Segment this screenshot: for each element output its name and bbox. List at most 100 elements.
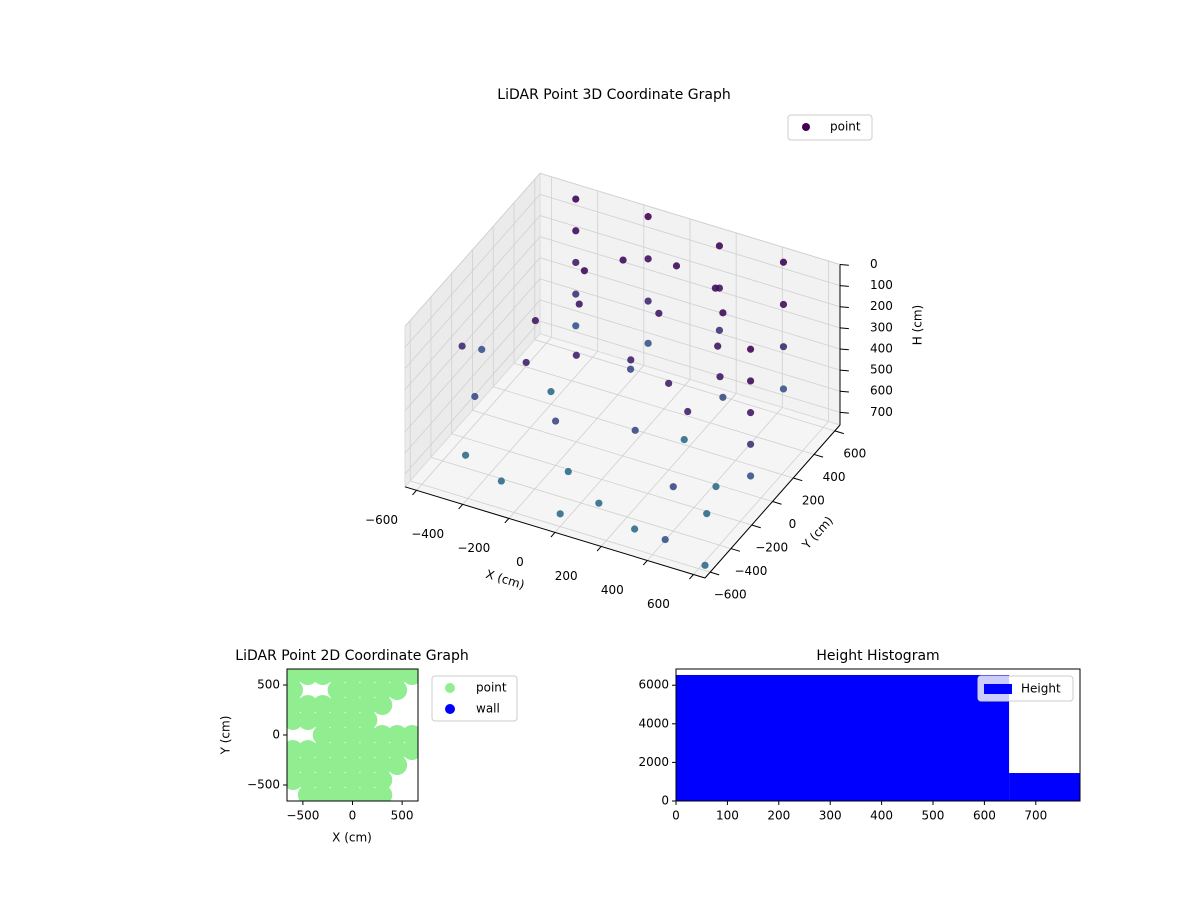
legend-box (977, 675, 1074, 702)
point (746, 377, 755, 385)
x-tick-label: 200 (555, 569, 578, 583)
point (684, 407, 692, 416)
x-tick-label: −500 (286, 809, 319, 823)
z-tick-label: 600 (870, 384, 893, 398)
y-tick-label: 2000 (638, 755, 669, 769)
grid-line (410, 480, 711, 573)
point (342, 669, 363, 685)
grid-line (539, 215, 841, 308)
z-tick-label: 400 (870, 341, 893, 355)
point (312, 725, 333, 745)
tick-mark (839, 411, 849, 414)
tick-mark (730, 548, 741, 552)
point (297, 785, 318, 801)
point (680, 436, 688, 444)
legend-label: point (830, 120, 861, 134)
legend-label: Height (1021, 682, 1061, 696)
tick-mark (772, 501, 782, 505)
point (327, 710, 348, 730)
point (471, 392, 479, 401)
point (387, 669, 408, 685)
x-tick-label: 500 (922, 809, 945, 823)
point (672, 262, 681, 270)
y-axis-label: Y (cm) (219, 716, 233, 756)
x-tick-label: −400 (411, 527, 444, 541)
point (342, 680, 363, 700)
legend-label: point (476, 681, 507, 695)
point (665, 379, 673, 387)
grid-line (404, 236, 541, 390)
point (297, 755, 318, 775)
point (357, 710, 378, 730)
x-tick-label: 700 (1024, 809, 1047, 823)
point (327, 785, 348, 801)
point (458, 342, 466, 350)
z-tick-label: 100 (870, 278, 893, 292)
tick-mark (550, 532, 556, 538)
tick-mark (813, 453, 824, 458)
point (342, 725, 363, 745)
grid-line (404, 278, 541, 433)
point (461, 451, 470, 459)
legend-marker (984, 684, 1012, 694)
point (719, 309, 727, 317)
point (551, 417, 560, 425)
x-tick-label: 300 (819, 809, 842, 823)
tick-mark (412, 489, 417, 496)
point (572, 322, 580, 330)
point (655, 309, 663, 317)
point (372, 725, 393, 745)
grid-line (539, 257, 841, 350)
point (372, 785, 393, 801)
point (572, 290, 580, 298)
grid-line (539, 194, 841, 287)
x-tick-label: −600 (365, 513, 398, 527)
point (342, 785, 363, 801)
grid-line (404, 257, 541, 412)
legend-box (787, 114, 873, 141)
point (580, 267, 589, 275)
x-tick-label: 200 (767, 809, 790, 823)
point (746, 472, 755, 480)
bar (1009, 773, 1080, 801)
point (312, 770, 333, 790)
y-tick-label: 400 (823, 470, 846, 484)
point (312, 710, 333, 730)
grid-line (430, 456, 732, 549)
point (572, 195, 580, 203)
grid-line (513, 362, 815, 455)
point (631, 426, 639, 434)
point (715, 326, 724, 334)
legend-marker (445, 683, 455, 693)
y-tick-label: −400 (734, 564, 767, 578)
point (342, 755, 363, 775)
point (556, 510, 564, 518)
point (357, 785, 378, 801)
point (669, 483, 677, 491)
point (297, 770, 318, 790)
point (372, 680, 393, 700)
y-tick-label: −200 (755, 541, 788, 555)
point (644, 255, 652, 263)
grid-line (534, 339, 835, 432)
grid-line (404, 299, 541, 454)
x-tick-label: 600 (647, 597, 670, 611)
point (357, 669, 378, 685)
point (714, 342, 722, 350)
point (703, 510, 711, 518)
point (644, 213, 652, 221)
bar (676, 674, 1010, 801)
x-tick-label: 400 (870, 809, 893, 823)
point (372, 755, 393, 775)
z-tick-label: 200 (870, 299, 893, 313)
tick-mark (458, 504, 464, 510)
grid-line (539, 320, 841, 413)
x-tick-label: −200 (457, 541, 490, 555)
point (287, 740, 303, 760)
point (297, 669, 318, 685)
y-tick-label: 600 (843, 446, 866, 460)
point (627, 356, 635, 364)
point (711, 284, 719, 292)
point (327, 680, 348, 700)
point (402, 669, 418, 685)
